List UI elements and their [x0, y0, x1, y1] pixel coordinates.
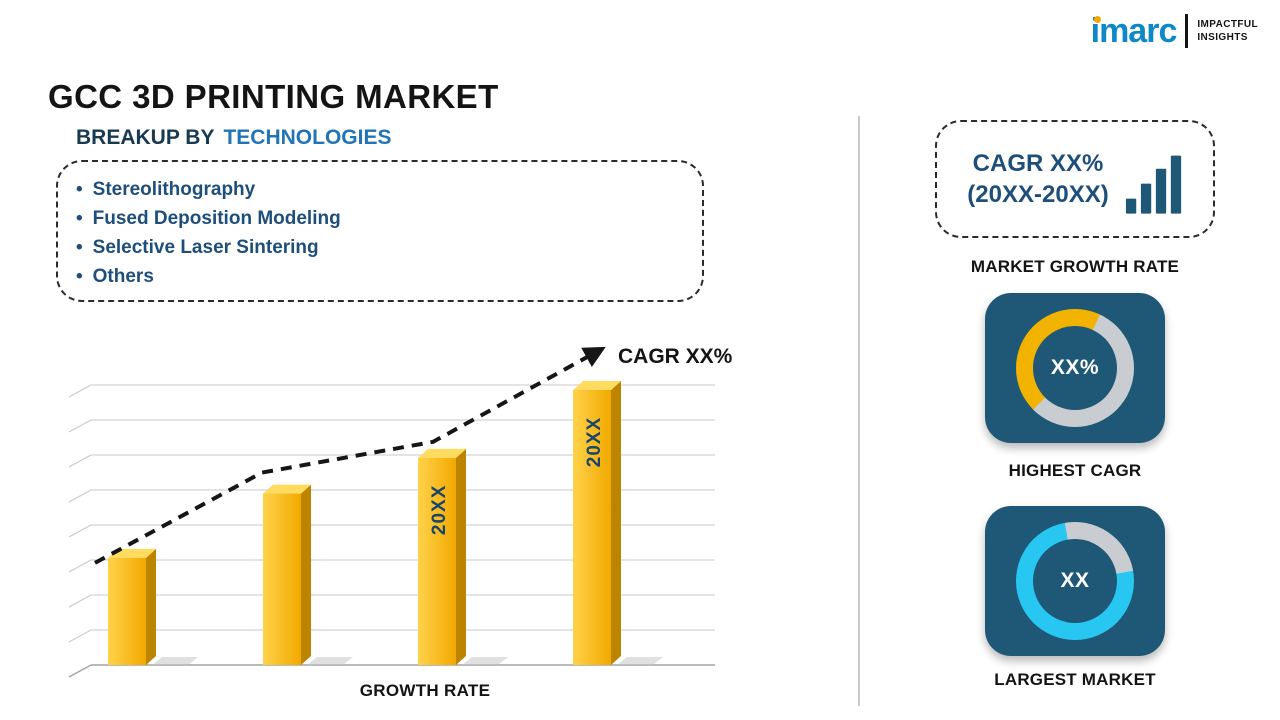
- largest-market-label: LARGEST MARKET: [994, 670, 1156, 689]
- imarc-brand-text: imarc: [1090, 12, 1178, 50]
- bar-chart-icon: [1125, 144, 1183, 214]
- technology-item: Others: [76, 262, 684, 291]
- growth-chart: 20XX 20XX CAGR XX%: [68, 345, 733, 678]
- cagr-value: CAGR XX% (20XX-20XX): [967, 148, 1108, 210]
- svg-text:20XX: 20XX: [429, 485, 450, 535]
- chart-xlabel: GROWTH RATE: [359, 681, 491, 700]
- highest-cagr-value: XX%: [1050, 356, 1100, 379]
- largest-market-card: XX: [985, 506, 1165, 656]
- section-divider: [858, 116, 860, 706]
- highest-cagr-card: XX%: [985, 293, 1165, 443]
- logo-tagline-bottom: INSIGHTS: [1197, 32, 1248, 43]
- largest-market-donut: XX: [1016, 522, 1134, 640]
- cagr-line1: CAGR XX%: [972, 150, 1104, 177]
- technology-list: StereolithographyFused Deposition Modeli…: [76, 175, 684, 291]
- market-growth-rate-box: CAGR XX% (20XX-20XX): [935, 120, 1215, 238]
- logo-tagline: IMPACTFUL INSIGHTS: [1197, 18, 1258, 44]
- highest-cagr-label: HIGHEST CAGR: [1008, 461, 1142, 480]
- technology-item: Fused Deposition Modeling: [76, 204, 684, 233]
- imarc-logo-dot-icon: [1093, 16, 1101, 23]
- logo-tagline-top: IMPACTFUL: [1197, 19, 1258, 30]
- technology-item: Selective Laser Sintering: [76, 233, 684, 262]
- svg-text:20XX: 20XX: [584, 417, 605, 467]
- technologies-box: StereolithographyFused Deposition Modeli…: [56, 160, 704, 302]
- imarc-logo: imarc IMPACTFUL INSIGHTS: [1091, 14, 1258, 48]
- market-growth-rate-label: MARKET GROWTH RATE: [970, 257, 1180, 276]
- imarc-logo-wordmark: imarc: [1090, 12, 1178, 50]
- svg-text:CAGR XX%: CAGR XX%: [618, 345, 733, 368]
- breakup-heading: BREAKUP BY TECHNOLOGIES: [76, 126, 391, 150]
- highest-cagr-donut: XX%: [1016, 309, 1134, 427]
- technology-item: Stereolithography: [76, 175, 684, 204]
- cagr-line2: (20XX-20XX): [967, 181, 1109, 208]
- largest-market-value: XX: [1060, 569, 1090, 592]
- logo-separator: [1185, 14, 1189, 48]
- growth-chart-area: 20XX 20XX CAGR XX%: [55, 335, 755, 680]
- page-title: GCC 3D PRINTING MARKET: [48, 78, 499, 116]
- breakup-heading-highlight: TECHNOLOGIES: [223, 126, 392, 149]
- breakup-heading-prefix: BREAKUP BY: [76, 126, 215, 149]
